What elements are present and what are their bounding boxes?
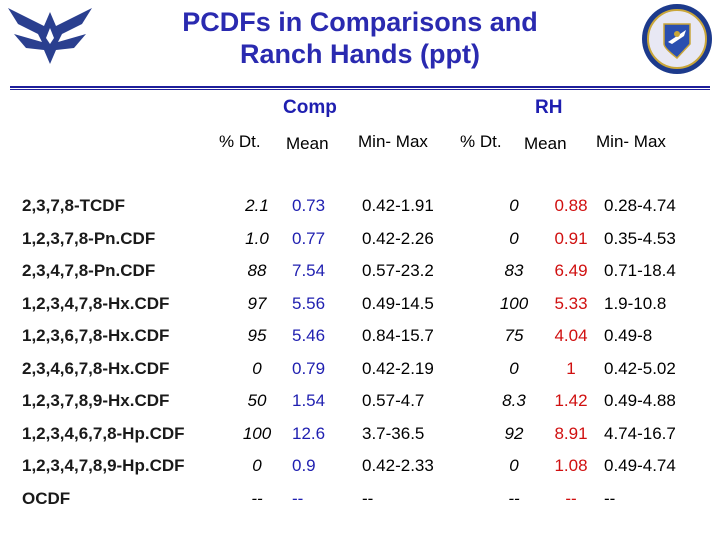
cell-comp-mean: 5.46 — [292, 326, 326, 346]
cell-rh-dt: 0 — [509, 358, 519, 378]
cell-rh-minmax: 0.49-4.88 — [604, 391, 676, 411]
cell-rh-mean: 5.33 — [554, 293, 588, 313]
table-row: 1,2,3,6,7,8-Hx.CDF 95 5.46 0.84-15.7 75 4.04 0… — [0, 320, 714, 353]
row-name: 1,2,3,7,8-Pn.CDF — [22, 228, 156, 248]
table-row: 1,2,3,7,8-Pn.CDF 1.0 0.77 0.42-2.26 0 0.91 0.3… — [0, 223, 714, 256]
cell-rh-minmax: 0.28-4.74 — [604, 196, 676, 216]
cell-rh-minmax: -- — [604, 488, 616, 508]
cell-rh-minmax: 0.35-4.53 — [604, 228, 676, 248]
row-name: 2,3,4,6,7,8-Hx.CDF — [22, 358, 170, 378]
cell-rh-mean: -- — [565, 488, 577, 508]
cell-rh-dt: 0 — [509, 456, 519, 476]
cell-comp-dt: -- — [251, 488, 263, 508]
cell-comp-mean: 0.73 — [292, 196, 326, 216]
cell-rh-dt: 100 — [499, 293, 529, 313]
cell-comp-dt: 95 — [247, 326, 267, 346]
seal-emblem-icon — [642, 4, 712, 74]
cell-comp-dt: 2.1 — [245, 196, 269, 216]
column-header-rh-dt: % Dt. — [460, 132, 502, 151]
table-row: 1,2,3,4,7,8-Hx.CDF 97 5.56 0.49-14.5 100 5.33… — [0, 288, 714, 321]
column-header-dt: % Dt. — [219, 132, 261, 151]
cell-comp-mean: 5.56 — [292, 293, 326, 313]
cell-rh-dt: 83 — [504, 261, 524, 281]
cell-comp-minmax: 0.42-1.91 — [362, 196, 434, 216]
cell-comp-minmax: 0.42-2.33 — [362, 456, 434, 476]
cell-comp-minmax: 0.84-15.7 — [362, 326, 434, 346]
cell-comp-mean: 12.6 — [292, 423, 326, 443]
title-line-1: PCDFs in Comparisons and — [182, 7, 538, 37]
cell-rh-mean: 8.91 — [554, 423, 588, 443]
row-name: 1,2,3,4,7,8-Hx.CDF — [22, 293, 170, 313]
cell-comp-dt: 88 — [247, 261, 267, 281]
cell-rh-dt: 92 — [504, 423, 524, 443]
cell-rh-minmax: 1.9-10.8 — [604, 293, 667, 313]
cell-comp-mean: 0.9 — [292, 456, 316, 476]
cell-rh-mean: 1 — [566, 358, 576, 378]
cell-rh-dt: 0 — [509, 228, 519, 248]
cell-rh-minmax: 0.42-5.02 — [604, 358, 676, 378]
column-header-rh-mean: Mean — [524, 134, 567, 153]
row-name: 1,2,3,4,6,7,8-Hp.CDF — [22, 423, 185, 443]
divider-rule-thin — [10, 89, 710, 90]
group-header-rh: RH — [535, 97, 563, 118]
cell-comp-dt: 0 — [252, 456, 262, 476]
cell-rh-mean: 1.08 — [554, 456, 588, 476]
row-name: 1,2,3,7,8,9-Hx.CDF — [22, 391, 170, 411]
cell-comp-minmax: 0.57-4.7 — [362, 391, 425, 411]
divider-rule — [10, 86, 710, 88]
row-name: 1,2,3,4,7,8,9-Hp.CDF — [22, 456, 185, 476]
cell-rh-mean: 0.91 — [554, 228, 588, 248]
cell-comp-mean: -- — [292, 488, 304, 508]
title-line-2: Ranch Hands (ppt) — [240, 39, 480, 69]
row-name: 1,2,3,6,7,8-Hx.CDF — [22, 326, 170, 346]
cell-comp-mean: 1.54 — [292, 391, 326, 411]
cell-comp-dt: 50 — [247, 391, 267, 411]
cell-comp-minmax: 3.7-36.5 — [362, 423, 425, 443]
table-row: 1,2,3,7,8,9-Hx.CDF 50 1.54 0.57-4.7 8.3 1.42 0… — [0, 385, 714, 418]
cell-comp-minmax: -- — [362, 488, 374, 508]
cell-comp-minmax: 0.49-14.5 — [362, 293, 434, 313]
cell-rh-minmax: 0.71-18.4 — [604, 261, 676, 281]
cell-comp-minmax: 0.42-2.19 — [362, 358, 434, 378]
cell-comp-dt: 0 — [252, 358, 262, 378]
column-header-minmax: Min- Max — [358, 132, 428, 151]
cell-rh-mean: 6.49 — [554, 261, 588, 281]
data-table: 2,3,7,8-TCDF 2.1 0.73 0.42-1.91 0 0.88 0.28-4.… — [0, 190, 714, 515]
cell-rh-dt: 75 — [504, 326, 524, 346]
cell-comp-minmax: 0.57-23.2 — [362, 261, 434, 281]
page-title: PCDFs in Comparisons and Ranch Hands (pp… — [120, 6, 600, 70]
column-header-rh-minmax: Min- Max — [596, 132, 666, 151]
table-row: 2,3,4,6,7,8-Hx.CDF 0 0.79 0.42-2.19 0 1 0.42-5… — [0, 353, 714, 386]
cell-rh-minmax: 4.74-16.7 — [604, 423, 676, 443]
cell-rh-minmax: 0.49-4.74 — [604, 456, 676, 476]
column-header-mean: Mean — [286, 134, 329, 153]
table-row: 2,3,7,8-TCDF 2.1 0.73 0.42-1.91 0 0.88 0.28-4.… — [0, 190, 714, 223]
group-header-comp: Comp — [283, 97, 337, 118]
cell-comp-mean: 0.77 — [292, 228, 326, 248]
row-name: 2,3,4,7,8-Pn.CDF — [22, 261, 156, 281]
table-row: 1,2,3,4,6,7,8-Hp.CDF 100 12.6 3.7-36.5 92 8.9… — [0, 418, 714, 451]
cell-rh-dt: 0 — [509, 196, 519, 216]
cell-comp-dt: 100 — [242, 423, 272, 443]
cell-comp-dt: 97 — [247, 293, 267, 313]
cell-comp-dt: 1.0 — [245, 228, 269, 248]
row-name: 2,3,7,8-TCDF — [22, 196, 125, 216]
cell-comp-minmax: 0.42-2.26 — [362, 228, 434, 248]
table-row: 1,2,3,4,7,8,9-Hp.CDF 0 0.9 0.42-2.33 0 1.08 0.… — [0, 450, 714, 483]
cell-rh-mean: 1.42 — [554, 391, 588, 411]
cell-rh-mean: 4.04 — [554, 326, 588, 346]
table-row: OCDF -- -- -- -- -- -- — [0, 483, 714, 516]
cell-rh-dt: 8.3 — [502, 391, 526, 411]
cell-rh-dt: -- — [508, 488, 520, 508]
air-force-logo-icon — [8, 8, 92, 64]
cell-comp-mean: 7.54 — [292, 261, 326, 281]
cell-comp-mean: 0.79 — [292, 358, 326, 378]
row-name: OCDF — [22, 488, 71, 508]
cell-rh-minmax: 0.49-8 — [604, 326, 653, 346]
cell-rh-mean: 0.88 — [554, 196, 588, 216]
table-row: 2,3,4,7,8-Pn.CDF 88 7.54 0.57-23.2 83 6.49 0.7… — [0, 255, 714, 288]
